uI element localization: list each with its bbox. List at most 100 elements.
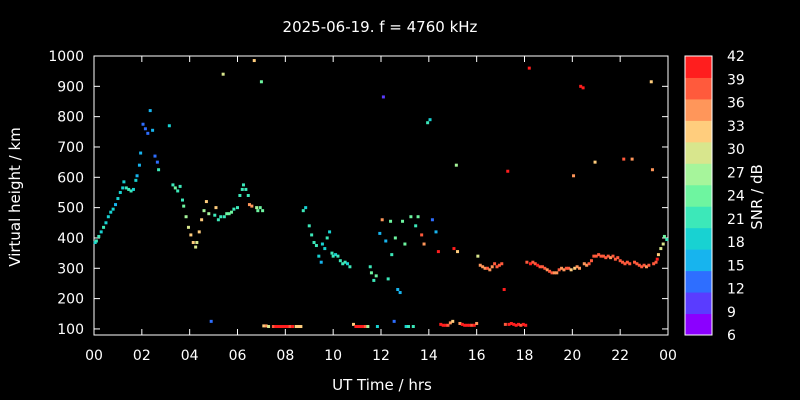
- colorbar-band: [685, 270, 712, 293]
- data-point: [191, 241, 195, 245]
- data-point: [509, 321, 513, 325]
- data-point: [582, 262, 586, 266]
- data-point: [343, 260, 347, 264]
- data-point: [296, 325, 300, 329]
- x-tick-label: 02: [133, 348, 151, 364]
- data-point: [622, 157, 626, 161]
- x-axis-ticks: 00 02 04 06 08 10 12 14 16 18 20 22 00: [85, 56, 677, 364]
- data-point: [336, 254, 340, 258]
- data-point: [665, 237, 669, 241]
- data-point: [317, 254, 321, 258]
- x-axis-title: UT Time / hrs: [332, 376, 432, 394]
- data-point: [111, 207, 115, 211]
- data-point: [654, 260, 658, 264]
- data-point: [109, 210, 113, 214]
- data-point: [401, 219, 405, 223]
- y-tick-label: 900: [57, 79, 84, 95]
- colorbar-tick-label: 15: [727, 258, 745, 274]
- colorbar-band: [685, 163, 712, 186]
- data-point: [661, 242, 665, 246]
- data-point: [116, 197, 120, 201]
- colorbar-tick-label: 30: [727, 142, 745, 158]
- data-point: [286, 325, 290, 329]
- data-point: [97, 234, 101, 238]
- x-tick-label: 06: [229, 348, 247, 364]
- x-tick-label: 16: [468, 348, 486, 364]
- data-point: [380, 218, 384, 222]
- data-point: [173, 186, 177, 190]
- data-point: [536, 263, 540, 267]
- data-point: [567, 266, 571, 270]
- data-point: [483, 266, 487, 270]
- data-point: [114, 203, 118, 207]
- data-point: [521, 322, 525, 326]
- data-point: [259, 80, 263, 84]
- data-point: [430, 218, 434, 222]
- data-point: [616, 256, 620, 260]
- data-point: [578, 266, 582, 270]
- data-point: [325, 236, 329, 240]
- data-point: [204, 200, 208, 204]
- data-point: [264, 324, 268, 328]
- x-tick-label: 04: [181, 348, 199, 364]
- data-point: [197, 230, 201, 234]
- data-point: [361, 325, 365, 329]
- plot-frame: [93, 55, 669, 336]
- data-point: [448, 321, 452, 325]
- colorbar-band: [685, 227, 712, 250]
- data-point: [184, 215, 188, 219]
- data-point: [637, 263, 641, 267]
- data-point: [569, 268, 573, 272]
- data-point: [470, 323, 474, 327]
- data-point: [334, 253, 338, 257]
- data-point: [587, 262, 591, 266]
- data-point: [189, 233, 193, 237]
- data-point: [122, 180, 126, 184]
- data-point: [99, 230, 103, 234]
- data-point: [517, 322, 521, 326]
- data-point: [323, 247, 327, 251]
- data-point: [493, 262, 497, 266]
- data-point: [392, 319, 396, 323]
- data-point: [552, 271, 556, 275]
- data-point: [299, 325, 303, 329]
- data-point: [460, 322, 464, 326]
- data-point: [359, 325, 363, 329]
- y-tick-label: 300: [57, 261, 84, 277]
- data-point: [294, 325, 298, 329]
- data-point: [647, 263, 651, 267]
- data-point: [139, 151, 143, 155]
- colorbar-band: [685, 141, 712, 164]
- data-point: [167, 124, 171, 128]
- plot-area: [93, 55, 669, 336]
- data-point: [153, 154, 157, 158]
- data-point: [236, 206, 239, 210]
- data-point: [621, 260, 625, 264]
- data-point: [533, 262, 537, 266]
- data-point: [258, 206, 262, 210]
- data-point: [314, 244, 318, 248]
- data-point: [434, 230, 438, 234]
- data-point: [436, 250, 440, 254]
- data-point: [575, 265, 579, 269]
- data-point: [585, 263, 589, 267]
- data-point: [106, 215, 110, 219]
- data-point: [330, 251, 334, 255]
- data-point: [356, 325, 360, 329]
- data-point: [454, 163, 458, 167]
- data-point: [155, 160, 159, 164]
- data-point: [232, 207, 236, 211]
- data-point: [439, 322, 443, 326]
- data-point: [579, 84, 583, 88]
- data-point: [422, 242, 426, 246]
- data-point: [463, 323, 467, 327]
- data-point: [618, 259, 622, 263]
- colorbar-tick-label: 42: [727, 49, 745, 65]
- data-point: [348, 265, 352, 269]
- colorbar-tick-label: 21: [727, 212, 745, 228]
- data-point: [623, 262, 627, 266]
- data-point: [428, 118, 432, 122]
- data-point: [538, 265, 542, 269]
